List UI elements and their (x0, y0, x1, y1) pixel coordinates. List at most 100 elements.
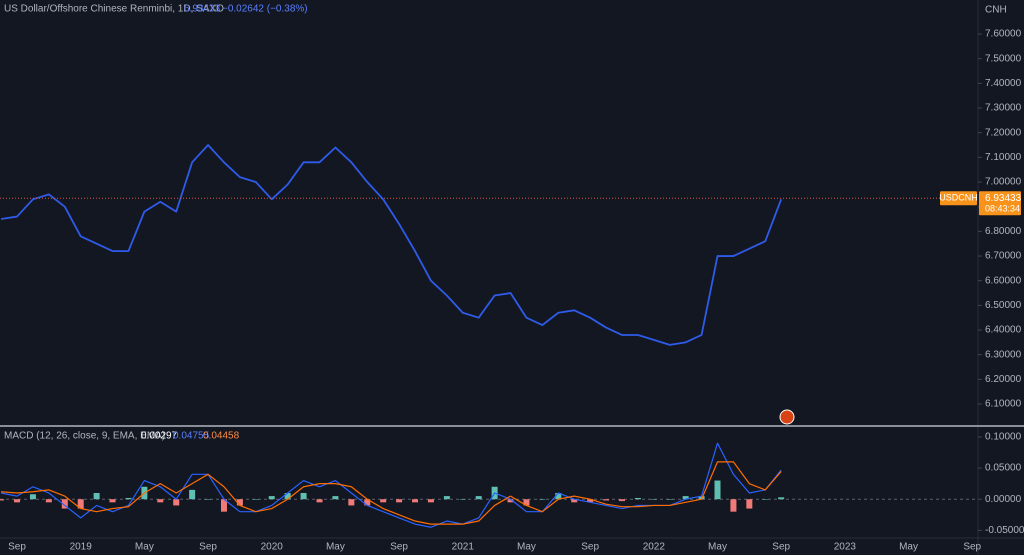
histogram-bar (14, 499, 21, 503)
histogram-bar (348, 499, 355, 506)
x-tick-label: Sep (581, 542, 599, 553)
x-tick-label: 2020 (261, 542, 284, 553)
x-tick-label: May (708, 542, 727, 553)
y2-tick-label: 0.10000 (985, 432, 1022, 443)
y-tick-label: 7.00000 (985, 177, 1022, 188)
x-tick-label: Sep (963, 542, 981, 553)
histogram-bar (507, 499, 514, 503)
histogram-bar (698, 496, 705, 500)
histogram-bar (300, 492, 307, 500)
histogram-bar (443, 496, 450, 500)
histogram-bar (284, 492, 291, 500)
histogram-bar (762, 499, 769, 500)
price-change: −0.02642 (−0.38%) (222, 4, 308, 15)
x-tick-label: Sep (8, 542, 26, 553)
histogram-bar (618, 499, 625, 502)
histogram-bar (587, 499, 594, 503)
y-tick-label: 6.70000 (985, 251, 1022, 262)
histogram-bar (109, 499, 116, 503)
macd-title: MACD (12, 26, close, 9, EMA, EMA) (4, 431, 165, 442)
price-tag-value: 6.93433 (985, 193, 1022, 204)
histogram-bar (380, 499, 387, 503)
y2-tick-label: 0.00000 (985, 494, 1022, 505)
histogram-bar (125, 497, 132, 500)
histogram-bar (332, 496, 339, 500)
x-tick-label: May (135, 542, 154, 553)
x-tick-label: Sep (199, 542, 217, 553)
y-tick-label: 7.40000 (985, 78, 1022, 89)
y-tick-label: 6.50000 (985, 300, 1022, 311)
histogram-bar (412, 499, 419, 503)
histogram-bar (730, 499, 737, 512)
countdown: 08:43:34 (985, 204, 1020, 214)
y-tick-label: 6.40000 (985, 325, 1022, 336)
histogram-bar (364, 499, 371, 506)
histogram-bar (523, 499, 530, 506)
price-line (0, 144, 783, 346)
histogram-bar (236, 499, 243, 506)
histogram-bar (189, 489, 196, 500)
x-tick-label: 2019 (70, 542, 93, 553)
y-tick-label: 7.20000 (985, 127, 1022, 138)
histogram-bar (666, 499, 673, 500)
histogram-bar (714, 480, 721, 500)
histogram-bar (603, 499, 610, 501)
y-tick-label: 6.10000 (985, 399, 1022, 410)
price-tag (979, 191, 1021, 216)
histogram-bar (746, 499, 753, 509)
signal-value: 0.04458 (203, 431, 240, 442)
histogram-bar (157, 499, 164, 503)
y2-tick-label: -0.05000 (985, 525, 1024, 536)
histogram-bar (555, 492, 562, 500)
histogram-bar (682, 496, 689, 500)
indicator-line (1, 461, 782, 525)
histogram-bar (650, 499, 657, 500)
histogram-bar (396, 499, 403, 503)
x-tick-label: 2021 (452, 542, 475, 553)
x-tick-label: Sep (390, 542, 408, 553)
last-price: 6.93433 (184, 4, 221, 15)
histogram-bar (93, 492, 100, 500)
histogram-bar (29, 494, 36, 500)
histogram-bar (459, 499, 466, 500)
histogram-bar (475, 496, 482, 500)
histogram-bar (173, 499, 180, 506)
x-tick-label: 2023 (834, 542, 857, 553)
histogram-bar (61, 499, 68, 509)
x-tick-label: Sep (772, 542, 790, 553)
histogram-bar (0, 499, 5, 501)
histogram-bar (316, 499, 323, 503)
x-tick-label: 2022 (643, 542, 666, 553)
y-tick-label: 6.60000 (985, 275, 1022, 286)
x-tick-label: May (899, 542, 918, 553)
y-tick-label: 7.30000 (985, 103, 1022, 114)
y-tick-label: 6.80000 (985, 226, 1022, 237)
histogram-bar (205, 499, 212, 500)
y2-tick-label: 0.05000 (985, 463, 1022, 474)
y-tick-label: 7.10000 (985, 152, 1022, 163)
y-axis-label: CNH (985, 5, 1007, 16)
histogram-bar (252, 499, 259, 500)
macd-value: 0.04755 (173, 431, 210, 442)
histogram-bar (45, 499, 52, 503)
histogram-bar (220, 499, 227, 512)
histogram-bar (539, 499, 546, 500)
histogram-bar (268, 496, 275, 500)
macd-hist-value: 0.00297 (141, 431, 178, 442)
symbol-tag (940, 191, 977, 206)
x-tick-label: May (517, 542, 536, 553)
symbol-label: USDCNH (939, 193, 978, 203)
histogram-bar (571, 499, 578, 503)
y-tick-label: 7.60000 (985, 29, 1022, 40)
y-tick-label: 6.20000 (985, 374, 1022, 385)
chart-title: US Dollar/Offshore Chinese Renminbi, 1D,… (4, 4, 224, 15)
event-icon[interactable] (779, 409, 795, 425)
y-tick-label: 7.50000 (985, 53, 1022, 64)
histogram-bar (427, 499, 434, 503)
y-tick-label: 6.30000 (985, 349, 1022, 360)
histogram-bar (634, 497, 641, 500)
histogram-bar (778, 497, 785, 500)
histogram-bar (77, 499, 84, 509)
